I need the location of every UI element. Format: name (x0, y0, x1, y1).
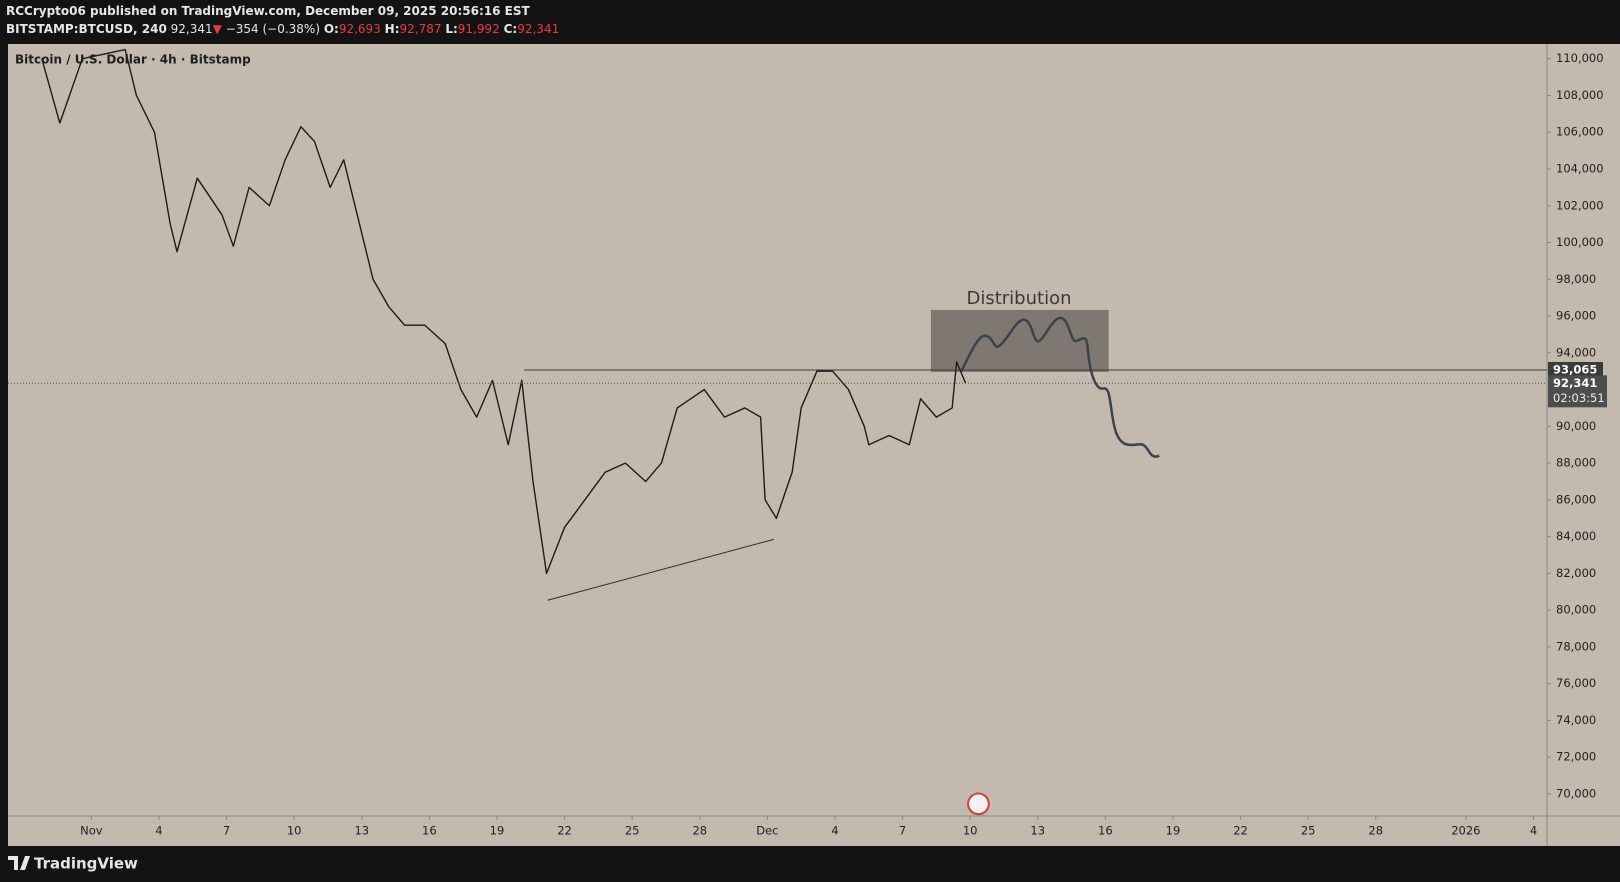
countdown: 02:03:51 (1553, 391, 1605, 405)
y-tick-label: 78,000 (1556, 639, 1596, 653)
y-tick-label: 88,000 (1556, 456, 1596, 470)
y-tick-label: 98,000 (1556, 272, 1596, 286)
symbol: BITSTAMP:BTCUSD, 240 (6, 22, 167, 36)
header-line: RCCrypto06 published on TradingView.com,… (6, 4, 530, 18)
x-tick-label: 10 (963, 824, 978, 838)
y-tick-label: 80,000 (1556, 603, 1596, 617)
ohlc-key: H: (384, 22, 400, 36)
logo-mark (8, 856, 30, 870)
chart-background (8, 44, 1620, 846)
x-tick-label: 4 (831, 824, 838, 838)
y-tick-label: 100,000 (1556, 235, 1604, 249)
y-tick-label: 86,000 (1556, 492, 1596, 506)
logo: TradingView (8, 855, 138, 873)
y-tick-label: 104,000 (1556, 161, 1604, 175)
x-tick-label: 4 (155, 824, 162, 838)
y-tick-label: 96,000 (1556, 309, 1596, 323)
x-tick-label: 22 (1233, 824, 1248, 838)
brand: TradingView (34, 855, 138, 873)
x-tick-label: 7 (899, 824, 906, 838)
x-tick-label: 4 (1530, 824, 1537, 838)
level-label-box (1548, 361, 1603, 378)
y-tick-label: 72,000 (1556, 750, 1596, 764)
footer: TradingView (0, 846, 1620, 882)
last-price-label: 92,341 (1553, 376, 1597, 390)
y-tick-label: 82,000 (1556, 566, 1596, 580)
x-tick-label: 22 (557, 824, 572, 838)
price: 92,341 (170, 22, 213, 36)
projection-path (959, 316, 1160, 458)
legend-text: Bitcoin / U.S. Dollar · 4h · Bitstamp (15, 53, 251, 67)
y-tick-label: 76,000 (1556, 676, 1596, 690)
x-tick-label: 10 (287, 824, 302, 838)
ohlc-key: L: (445, 22, 458, 36)
x-tick-label: 19 (490, 824, 505, 838)
x-tick-label: 19 (1166, 824, 1181, 838)
drawings (547, 309, 1160, 816)
ohlc-key: O: (323, 22, 339, 36)
x-tick-label: Nov (80, 824, 103, 838)
event-icon (967, 792, 990, 816)
price-line (41, 48, 967, 575)
last-price-box (1548, 375, 1607, 408)
y-tick-label: 102,000 (1556, 198, 1604, 212)
trend-line (547, 538, 775, 601)
ohlc-value: 92,341 (517, 22, 560, 36)
x-tick-label: 16 (422, 824, 437, 838)
ohlc-value: 91,992 (457, 22, 500, 36)
chart: Distribution Bitcoin / U.S. Dollar · 4h … (8, 44, 1620, 846)
ohlc-key: C: (503, 22, 518, 36)
level-label: 93,065 (1553, 362, 1597, 376)
x-tick-label: 25 (625, 824, 640, 838)
x-tick-label: 25 (1301, 824, 1316, 838)
ohlc-value: 92,693 (338, 22, 381, 36)
header: RCCrypto06 published on TradingView.com,… (0, 0, 1620, 44)
ohlc-value: 92,787 (399, 22, 442, 36)
y-tick-label: 90,000 (1556, 419, 1596, 433)
x-tick-label: 13 (354, 824, 369, 838)
y-tick-label: 70,000 (1556, 786, 1596, 800)
y-tick-label: 84,000 (1556, 529, 1596, 543)
x-tick-label: 16 (1098, 824, 1113, 838)
y-tick-label: 110,000 (1556, 51, 1604, 65)
x-tick-label: 28 (1368, 824, 1383, 838)
y-tick-label: 94,000 (1556, 345, 1596, 359)
header-line: BITSTAMP:BTCUSD, 240 92,341▼ −354 (−0.38… (6, 22, 559, 36)
x-tick-label: 2026 (1451, 824, 1480, 838)
x-tick-label: 13 (1030, 824, 1045, 838)
arrow: ▼ (212, 22, 222, 36)
x-tick-label: Dec (756, 824, 778, 838)
y-tick-label: 74,000 (1556, 713, 1596, 727)
x-tick-label: 7 (223, 824, 230, 838)
y-tick-label: 108,000 (1556, 88, 1604, 102)
annotation: Distribution (966, 288, 1071, 309)
publisher: RCCrypto06 published on TradingView.com,… (6, 4, 530, 18)
change: −354 (−0.38%) (225, 22, 320, 36)
x-tick-label: 28 (692, 824, 707, 838)
y-tick-label: 106,000 (1556, 125, 1604, 139)
